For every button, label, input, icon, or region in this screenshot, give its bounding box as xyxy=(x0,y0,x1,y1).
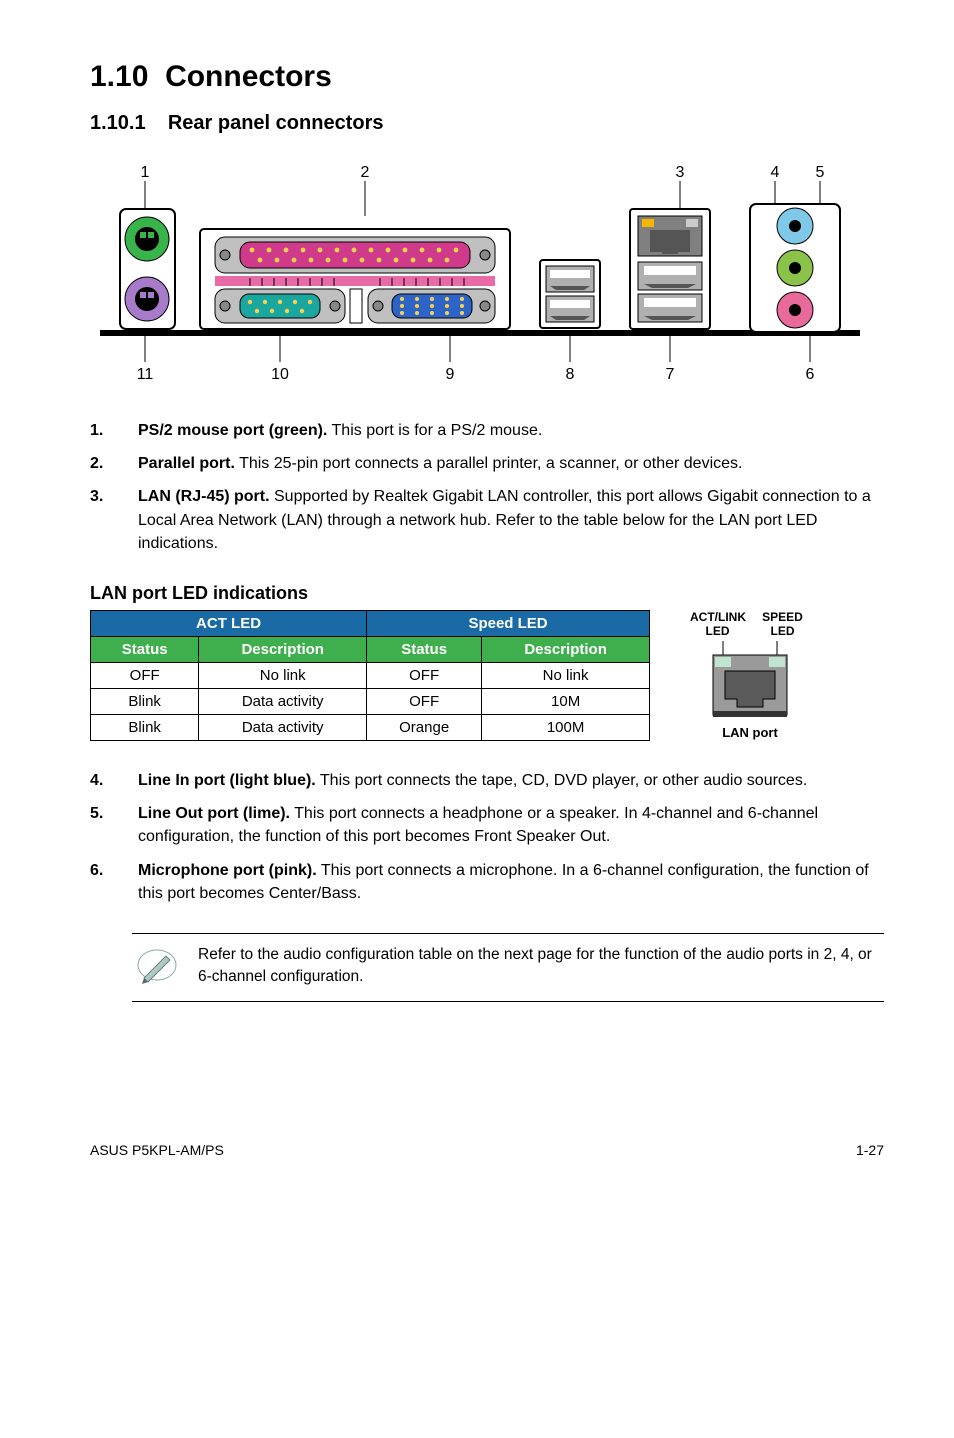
svg-text:4: 4 xyxy=(771,164,780,181)
svg-text:8: 8 xyxy=(566,366,575,383)
lan-port-figure: ACT/LINK LED SPEED LED LAN port xyxy=(690,610,810,740)
page-footer: ASUS P5KPL-AM/PS 1-27 xyxy=(90,1142,884,1158)
list-item: 1.PS/2 mouse port (green). This port is … xyxy=(90,419,884,442)
description-list-1: 1.PS/2 mouse port (green). This port is … xyxy=(90,419,884,555)
svg-text:3: 3 xyxy=(676,164,685,181)
table-group-header: ACT LED xyxy=(91,610,367,636)
table-cell: Data activity xyxy=(199,688,367,714)
table-row: BlinkData activityOFF10M xyxy=(91,688,650,714)
table-cell: Data activity xyxy=(199,714,367,740)
svg-text:1: 1 xyxy=(141,164,150,181)
list-item: 5.Line Out port (lime). This port connec… xyxy=(90,802,884,848)
svg-text:2: 2 xyxy=(361,164,370,181)
subsection-name: Rear panel connectors xyxy=(168,112,384,134)
lan-label-led-r: LED xyxy=(771,624,795,638)
led-table: ACT LEDSpeed LED StatusDescriptionStatus… xyxy=(90,610,650,741)
table-cell: OFF xyxy=(367,688,482,714)
footer-right: 1-27 xyxy=(856,1142,884,1158)
table-col-header: Description xyxy=(199,636,367,662)
subsection-number: 1.10.1 xyxy=(90,112,146,134)
footer-left: ASUS P5KPL-AM/PS xyxy=(90,1142,224,1158)
svg-text:6: 6 xyxy=(806,366,815,383)
table-cell: No link xyxy=(199,662,367,688)
rear-panel-diagram: 1 2 3 4 5 11 10 9 8 7 6 xyxy=(90,159,884,389)
note-block: Refer to the audio configuration table o… xyxy=(132,933,884,1002)
section-number: 1.10 xyxy=(90,60,148,93)
section-title: 1.10 Connectors xyxy=(90,60,884,94)
list-item: 3.LAN (RJ-45) port. Supported by Realtek… xyxy=(90,485,884,555)
svg-text:7: 7 xyxy=(666,366,675,383)
lan-label-speed: SPEED xyxy=(762,610,803,624)
table-cell: Orange xyxy=(367,714,482,740)
lan-label-led-l: LED xyxy=(706,624,730,638)
pencil-icon xyxy=(136,944,178,991)
table-row: OFFNo linkOFFNo link xyxy=(91,662,650,688)
subsection-title: 1.10.1 Rear panel connectors xyxy=(90,112,884,135)
table-col-header: Description xyxy=(482,636,650,662)
table-cell: OFF xyxy=(91,662,199,688)
lan-label-actlink: ACT/LINK xyxy=(690,610,746,624)
list-item: 2.Parallel port. This 25-pin port connec… xyxy=(90,452,884,475)
table-col-header: Status xyxy=(367,636,482,662)
led-section-heading: LAN port LED indications xyxy=(90,583,884,604)
svg-text:11: 11 xyxy=(137,366,154,383)
lan-port-caption: LAN port xyxy=(690,725,810,741)
list-item: 4.Line In port (light blue). This port c… xyxy=(90,769,884,792)
table-row: BlinkData activityOrange100M xyxy=(91,714,650,740)
svg-text:5: 5 xyxy=(816,164,825,181)
svg-text:9: 9 xyxy=(446,366,455,383)
table-cell: 100M xyxy=(482,714,650,740)
table-cell: No link xyxy=(482,662,650,688)
table-cell: 10M xyxy=(482,688,650,714)
table-group-header: Speed LED xyxy=(367,610,650,636)
table-cell: Blink xyxy=(91,688,199,714)
description-list-2: 4.Line In port (light blue). This port c… xyxy=(90,769,884,905)
table-col-header: Status xyxy=(91,636,199,662)
note-text: Refer to the audio configuration table o… xyxy=(198,944,880,989)
svg-text:10: 10 xyxy=(271,366,289,383)
table-cell: Blink xyxy=(91,714,199,740)
table-cell: OFF xyxy=(367,662,482,688)
list-item: 6.Microphone port (pink). This port conn… xyxy=(90,859,884,905)
section-name: Connectors xyxy=(165,60,332,93)
